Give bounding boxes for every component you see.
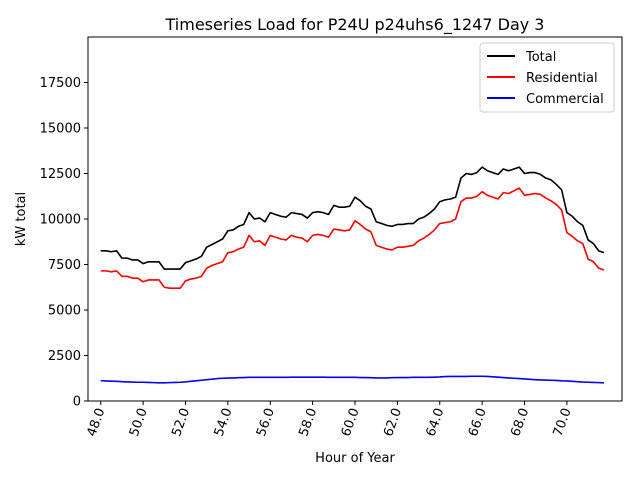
y-tick-label: 10000 bbox=[40, 213, 81, 228]
chart-title: Timeseries Load for P24U p24uhs6_1247 Da… bbox=[165, 15, 545, 35]
y-tick-label: 12500 bbox=[40, 167, 81, 182]
series-line-commercial bbox=[100, 375, 605, 384]
series-layer bbox=[100, 166, 605, 384]
legend-label-commercial: Commercial bbox=[526, 92, 604, 107]
y-tick-label: 0 bbox=[73, 395, 81, 410]
legend-label-residential: Residential bbox=[526, 71, 598, 86]
x-axis-label: Hour of Year bbox=[315, 451, 395, 466]
series-line-residential bbox=[100, 187, 605, 289]
legend-label-total: Total bbox=[525, 50, 556, 65]
y-axis-label: kW total bbox=[14, 192, 29, 246]
plot-frame bbox=[87, 36, 623, 402]
y-tick-label: 17500 bbox=[40, 76, 81, 91]
legend: Total Residential Commercial bbox=[479, 42, 615, 113]
y-tick-label: 5000 bbox=[48, 304, 81, 319]
y-tick-label: 15000 bbox=[40, 122, 81, 137]
y-tick-label: 2500 bbox=[48, 349, 81, 364]
series-line-total bbox=[100, 166, 605, 270]
y-tick-label: 7500 bbox=[48, 258, 81, 273]
legend-box bbox=[479, 42, 615, 113]
